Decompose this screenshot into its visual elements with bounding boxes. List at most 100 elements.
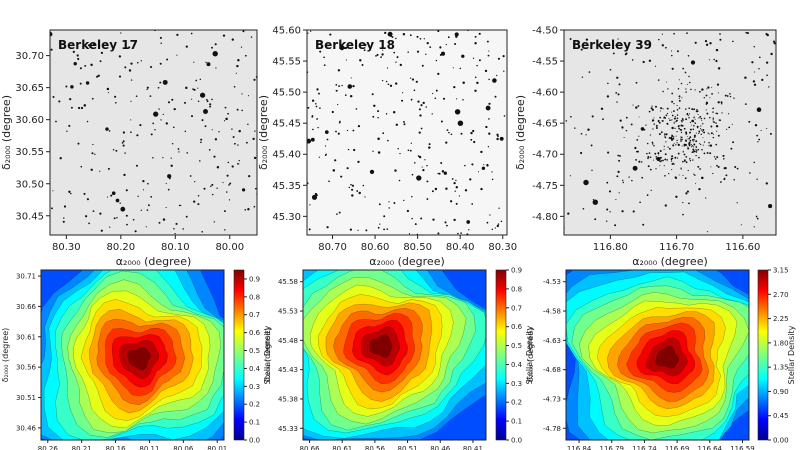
cluster-star (680, 167, 682, 169)
star (77, 106, 81, 110)
cluster-star (693, 143, 696, 146)
star (753, 83, 757, 86)
star (724, 166, 727, 170)
star (437, 172, 439, 175)
colorbar-tick-label: 0.6 (249, 329, 261, 337)
cluster-star (671, 100, 674, 103)
cluster-star (677, 87, 680, 90)
star (70, 192, 72, 195)
cluster-star (651, 141, 654, 144)
star (337, 132, 340, 135)
cluster-star (666, 107, 669, 110)
star (765, 61, 769, 64)
star (687, 55, 690, 57)
cluster-star (659, 156, 662, 159)
star (600, 107, 604, 111)
cluster-star (716, 156, 719, 159)
x-tick-label: 80.01 (207, 445, 227, 450)
star (606, 95, 610, 98)
y-axis-label: δ₂₀₀₀ (degree) (1, 328, 10, 383)
cluster-star (695, 132, 697, 134)
star (213, 221, 215, 223)
cluster-star (713, 121, 715, 124)
star (497, 223, 500, 225)
star (474, 35, 477, 38)
star (236, 108, 239, 111)
star (345, 46, 348, 49)
y-tick-label: 30.61 (16, 333, 36, 341)
cluster-star (709, 116, 711, 119)
star (112, 148, 115, 151)
colorbar-tick-label: 0.6 (511, 323, 523, 331)
cluster-star (708, 141, 710, 144)
star (158, 108, 160, 110)
star (205, 98, 208, 101)
star (459, 67, 462, 70)
star (232, 136, 235, 138)
cluster-star (686, 83, 688, 85)
star (92, 143, 94, 146)
cluster-star (668, 172, 670, 175)
star (609, 211, 611, 213)
star (648, 59, 652, 62)
star (415, 80, 418, 83)
star (694, 41, 697, 44)
y-tick-label: -4.78 (543, 425, 561, 433)
y-tick-label: -4.50 (532, 26, 558, 37)
star (686, 190, 689, 193)
star (63, 205, 67, 208)
star (387, 83, 390, 86)
cluster-star (652, 128, 654, 130)
x-tick-label: 80.60 (361, 242, 390, 253)
star (203, 187, 206, 190)
star (664, 204, 667, 207)
star (140, 209, 142, 211)
cluster-star (691, 120, 694, 122)
cluster-star (688, 75, 690, 78)
cluster-star (649, 168, 652, 171)
x-tick-label: 80.10 (161, 242, 190, 253)
star (168, 177, 171, 180)
cluster-star (657, 154, 659, 156)
star (705, 43, 709, 46)
y-tick-label: -4.73 (543, 395, 561, 403)
star (726, 95, 729, 97)
cluster-star (693, 138, 695, 141)
star (671, 67, 674, 70)
star (336, 213, 338, 215)
cluster-star (672, 137, 675, 140)
star (454, 190, 456, 192)
star (772, 40, 776, 43)
star (210, 185, 212, 188)
cluster-star (679, 138, 682, 140)
cluster-star (676, 139, 678, 142)
star (244, 208, 247, 211)
star (86, 120, 89, 123)
cluster-star (711, 87, 713, 88)
star (311, 194, 318, 200)
star (457, 120, 464, 126)
star (486, 163, 489, 166)
field-background (307, 30, 507, 235)
star (426, 164, 428, 167)
star (383, 215, 386, 218)
star (318, 156, 320, 158)
star (468, 229, 470, 231)
cluster-star (705, 197, 707, 199)
star (409, 149, 412, 152)
colorbar-tick-label: 0.4 (249, 365, 261, 373)
star (715, 59, 718, 63)
cluster-star (655, 158, 658, 160)
cluster-star (705, 109, 707, 111)
y-tick-label: 30.65 (15, 83, 44, 94)
cluster-star (648, 110, 651, 113)
cluster-star (661, 119, 664, 122)
star (234, 142, 236, 145)
x-tick-label: 80.66 (300, 445, 321, 450)
star (380, 56, 382, 58)
star (110, 194, 113, 197)
star (119, 202, 121, 204)
star (422, 101, 425, 105)
plot-frame (49, 29, 258, 236)
star (167, 188, 170, 191)
